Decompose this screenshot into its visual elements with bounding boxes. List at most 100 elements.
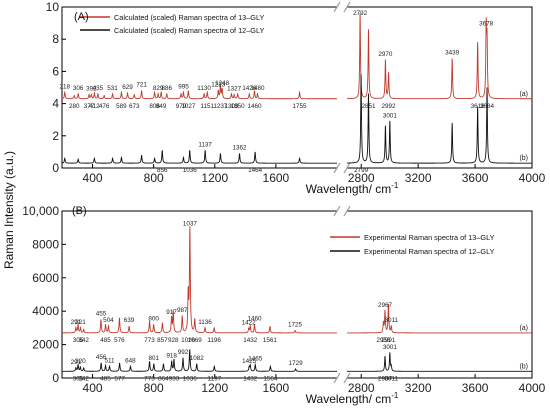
peak-label: 2799 (354, 167, 369, 174)
plot-frame-right (347, 210, 533, 379)
peak-label: 306 (73, 85, 84, 92)
axis-break-mark (343, 205, 351, 217)
x-axis-title-b: Wavelength/ cm-1 (306, 391, 399, 406)
peak-label: 1027 (181, 103, 196, 110)
y-tick-label: 4000 (32, 304, 59, 318)
y-tick-label: 6000 (32, 271, 59, 285)
x-tick-label: 3600 (462, 171, 489, 185)
peak-label: 979 (176, 103, 187, 110)
peak-label: 806 (149, 103, 160, 110)
svg-text:Wavelength/ cm-1: Wavelength/ cm-1 (306, 391, 399, 406)
spectrum-line (347, 303, 532, 334)
x-tick-label: 400 (83, 381, 103, 395)
peak-label: 2991 (381, 337, 396, 344)
panel-b-peak-labels: 2913053213424554855045766397738008579179… (71, 220, 399, 382)
legend-entry: Calculated (scaled) Raman spectra of 13–… (114, 13, 264, 22)
peak-label: 917 (166, 309, 177, 316)
peak-label: 3001 (383, 344, 398, 351)
peak-label: 1464 (248, 167, 263, 174)
peak-label: 3618 (471, 103, 486, 110)
peak-label: 476 (99, 103, 110, 110)
peak-label: 1564 (263, 375, 278, 382)
x-tick-label: 1600 (263, 381, 290, 395)
peak-label: 1248 (215, 80, 230, 87)
peak-label: 1425 (242, 358, 257, 365)
plot-frame-right (347, 6, 533, 169)
peak-label: 928 (168, 337, 179, 344)
peak-label: 1237 (213, 103, 228, 110)
x-tick-label: 3200 (405, 171, 432, 185)
y-tick-label: 0 (52, 371, 59, 385)
panel-b-label: (B) (72, 205, 87, 217)
peak-label: 886 (162, 85, 173, 92)
peak-label: 342 (78, 375, 89, 382)
peak-label: 1426 (242, 85, 257, 92)
peak-label: 995 (178, 83, 189, 90)
peak-label: 2792 (353, 10, 368, 17)
peak-label: 2992 (382, 103, 397, 110)
peak-label: 1422 (242, 320, 257, 327)
panel-a-label: (A) (74, 11, 89, 23)
peak-label: 1460 (247, 103, 262, 110)
peak-label: 1036 (183, 167, 198, 174)
peak-label: 864 (158, 375, 169, 382)
panel-a-traces: (a) (b) (61, 13, 532, 164)
peak-label: 1037 (183, 220, 198, 227)
peak-label: 933 (169, 375, 180, 382)
peak-label: 648 (125, 357, 136, 364)
peak-label: 291 (71, 359, 82, 366)
peak-label: 2956 (376, 337, 391, 344)
peak-label: 1432 (243, 337, 258, 344)
peak-label: 1465 (248, 356, 263, 363)
y-tick-label: 10,000 (22, 204, 59, 218)
panel-b-left-axes (61, 205, 341, 384)
peak-label: 377 (84, 103, 95, 110)
legend-entry: Experimental Raman spectra of 12–GLY (364, 247, 495, 256)
axis-break-mark (333, 162, 341, 174)
x-tick-label: 800 (144, 171, 164, 185)
peak-label: 918 (166, 352, 177, 359)
peak-label: 280 (69, 103, 80, 110)
y-tick-label: 10 (46, 0, 60, 14)
spectrum-line (61, 150, 337, 164)
spectrum-line (62, 226, 337, 334)
peak-label: 1223 (211, 82, 226, 89)
peak-label: 485 (100, 337, 111, 344)
y-tick-label: 2000 (32, 338, 59, 352)
peak-label: 511 (104, 357, 115, 364)
spectrum-line (347, 13, 532, 100)
axis-break-mark (343, 162, 351, 174)
y-axis-title: Raman Intensity (a.u.) (2, 151, 16, 269)
peak-label: 1480 (251, 85, 266, 92)
peak-label: 218 (59, 83, 70, 90)
peak-label: 1036 (183, 375, 198, 382)
peak-label: 305 (73, 337, 84, 344)
peak-label: 857 (157, 337, 168, 344)
peak-label: 3678 (479, 21, 494, 28)
peak-label: 987 (177, 307, 188, 314)
y-tick-label: 0 (52, 161, 59, 175)
peak-label: 589 (116, 103, 127, 110)
peak-label: 1350 (231, 103, 246, 110)
panel-a-legend: Calculated (scaled) Raman spectra of 13–… (80, 13, 264, 35)
legend-entry: Calculated (scaled) Raman spectra of 12–… (114, 26, 264, 35)
peak-label: 435 (93, 85, 104, 92)
spectrum-line (62, 349, 337, 372)
peak-label: 1729 (289, 360, 304, 367)
peak-label: 1151 (201, 103, 215, 110)
panel-b-legend: Experimental Raman spectra of 13–GLY Expe… (330, 233, 495, 256)
x-axis-title-a: Wavelength/ cm-1 (306, 181, 399, 196)
peak-label: 1460 (247, 316, 262, 323)
panel-a-ticks: 0 2 4 6 8 10 400 800 1200 1600 2800 3200 3600 4000 (46, 0, 546, 185)
peak-label: 1197 (208, 375, 222, 382)
plot-frame-left (61, 6, 337, 169)
peak-label: 320 (75, 358, 86, 365)
y-tick-label: 4 (52, 97, 59, 111)
x-tick-label: 4000 (519, 171, 546, 185)
y-tick-label: 6 (52, 64, 59, 78)
peak-label: 1755 (293, 103, 308, 110)
axis-break-mark (333, 205, 341, 217)
x-tick-label: 2800 (348, 381, 375, 395)
peak-label: 3684 (480, 103, 495, 110)
trace-tag: (b) (519, 155, 528, 162)
